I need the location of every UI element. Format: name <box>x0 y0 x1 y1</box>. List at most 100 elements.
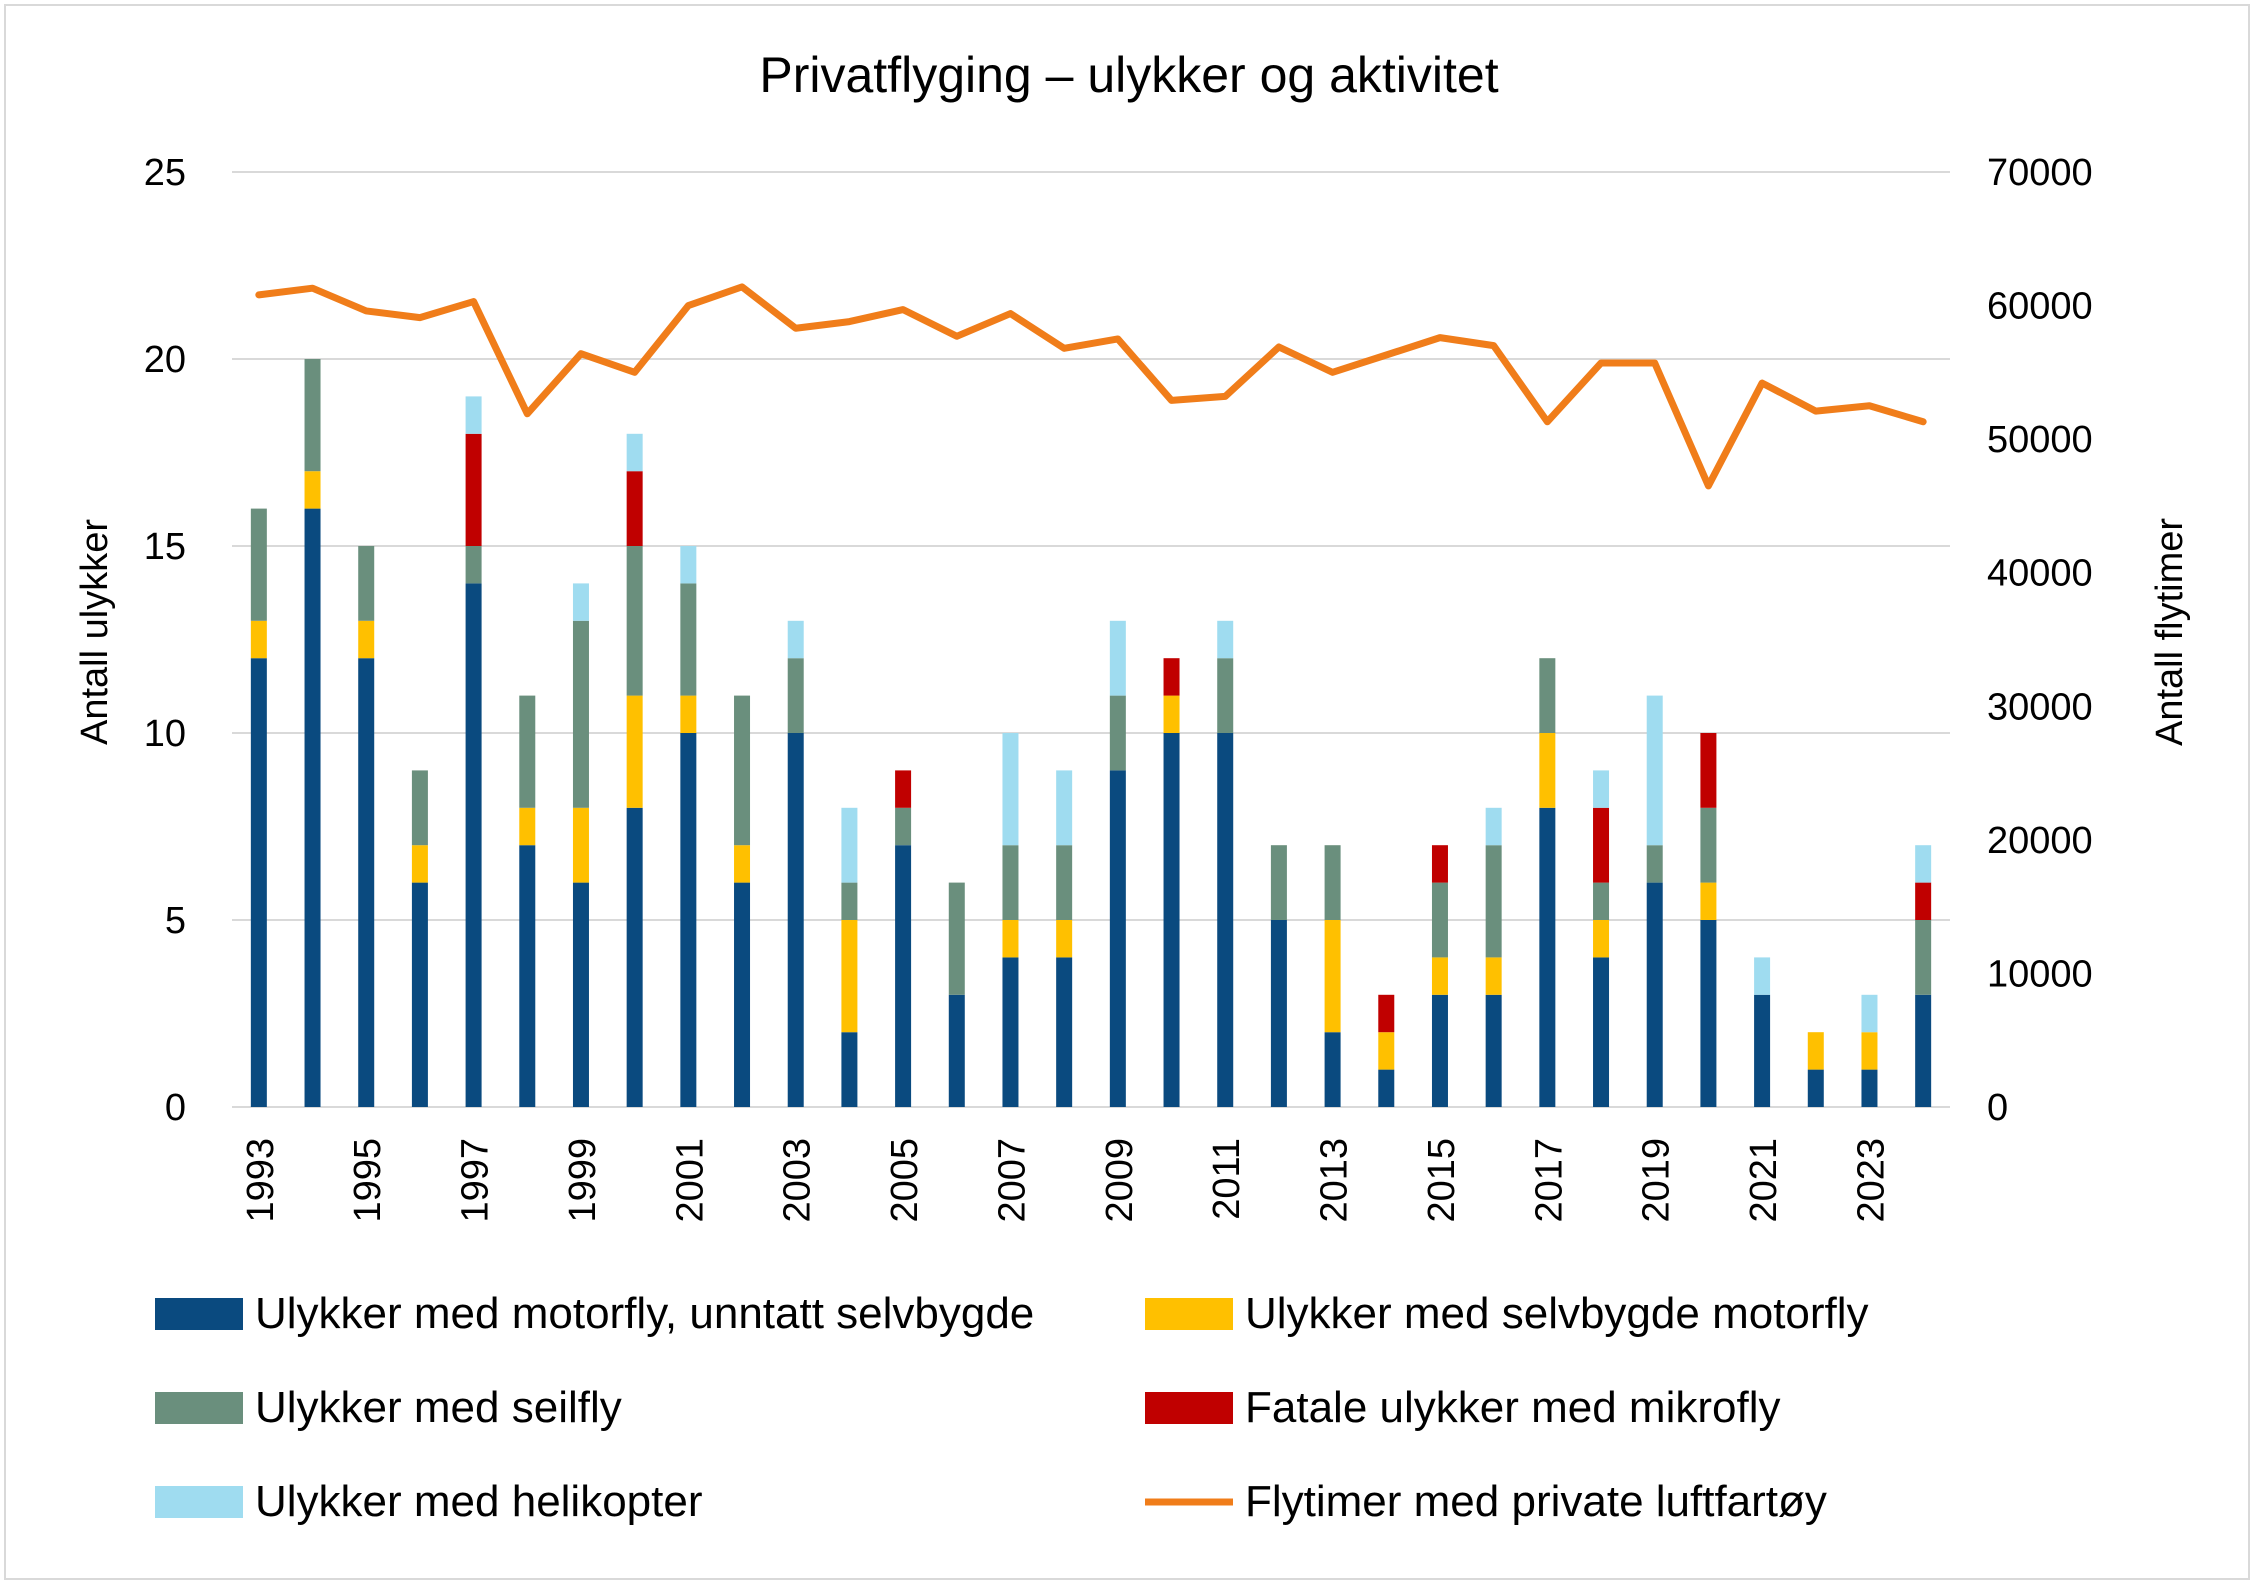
x-tick-label: 2003 <box>777 1138 819 1223</box>
x-tick-label: 2023 <box>1850 1138 1892 1223</box>
bar-segment <box>734 845 751 883</box>
bar-segment <box>1593 807 1610 883</box>
x-tick-label: 2005 <box>884 1138 926 1223</box>
bar-segment <box>250 620 267 659</box>
bar-segment <box>1431 994 1448 1107</box>
bar-segment <box>895 845 912 1107</box>
bar-segment <box>841 807 858 883</box>
y-tick-label: 25 <box>144 152 186 194</box>
bar-segment <box>1539 733 1556 808</box>
bar-series <box>250 359 1932 1108</box>
bar-segment <box>304 359 321 472</box>
bar-segment <box>1754 957 1771 995</box>
bar-segment <box>1915 845 1932 883</box>
bar-segment <box>680 546 697 584</box>
x-tick-label: 1995 <box>347 1138 389 1223</box>
bar-segment <box>1056 770 1073 846</box>
bar-segment <box>680 695 697 733</box>
y-right-tick-label: 60000 <box>1987 286 2093 328</box>
bar-segment <box>1324 920 1341 1033</box>
x-tick-label: 1997 <box>455 1138 497 1223</box>
bar-segment <box>1861 1069 1878 1107</box>
x-axis-ticks: 1993 1995 1997 1999 2001 2003 2005 2007 2009 2011… <box>240 1138 1893 1223</box>
y-right-tick-label: 50000 <box>1987 419 2093 461</box>
bar-segment <box>1861 1032 1878 1070</box>
x-tick-label: 2017 <box>1528 1138 1570 1223</box>
bar-segment <box>411 845 428 883</box>
bar-segment <box>1002 845 1019 920</box>
bar-segment <box>572 807 589 883</box>
line-series <box>255 283 1927 490</box>
bar-segment <box>1593 882 1610 920</box>
bar-segment <box>1431 957 1448 995</box>
bar-segment <box>1109 770 1126 1107</box>
bar-segment <box>1109 620 1126 696</box>
bar-segment <box>465 396 482 434</box>
gridlines <box>232 171 1950 1108</box>
bar-segment <box>250 658 267 1107</box>
bar-segment <box>1593 770 1610 808</box>
x-tick-label: 2007 <box>991 1138 1033 1223</box>
bar-segment <box>787 658 804 733</box>
bar-segment <box>948 882 965 995</box>
bar-segment <box>841 920 858 1033</box>
legend-label: Ulykker med selvbygde motorfly <box>1245 1289 1869 1338</box>
bar-segment <box>626 433 643 472</box>
x-tick-label: 2011 <box>1206 1138 1248 1220</box>
legend-label: Flytimer med private luftfartøy <box>1245 1477 1827 1526</box>
bar-segment <box>358 658 375 1107</box>
bar-segment <box>465 546 482 584</box>
x-tick-label: 2013 <box>1314 1138 1356 1223</box>
x-tick-label: 1999 <box>562 1138 604 1223</box>
bar-segment <box>1431 882 1448 958</box>
bar-segment <box>1217 658 1234 733</box>
right-axis-ticks: 0 10000 20000 30000 40000 50000 60000 70000 <box>1987 152 2093 1129</box>
bar-segment <box>626 695 643 808</box>
bar-segment <box>358 620 375 659</box>
bar-segment <box>787 733 804 1107</box>
bar-segment <box>1700 920 1717 1107</box>
x-tick-label: 2021 <box>1743 1138 1785 1223</box>
bar-segment <box>1217 620 1234 659</box>
bar-segment <box>1539 807 1556 1107</box>
y-axis-left-label: Antall ulykker <box>74 519 116 745</box>
bar-segment <box>680 733 697 1107</box>
bar-segment <box>1700 807 1717 883</box>
bar-segment <box>680 583 697 696</box>
bar-segment <box>1646 845 1663 883</box>
bar-segment <box>1163 695 1180 733</box>
bar-segment <box>841 1032 858 1107</box>
bar-segment <box>1324 1032 1341 1107</box>
x-tick-label: 2019 <box>1636 1138 1678 1223</box>
bar-segment <box>1270 845 1287 920</box>
y-tick-label: 10 <box>144 713 186 755</box>
chart-title: Privatflyging – ulykker og aktivitet <box>759 47 1498 103</box>
bar-segment <box>1646 882 1663 1107</box>
chart-frame <box>4 4 2250 1580</box>
bar-segment <box>1754 994 1771 1107</box>
bar-segment <box>1485 845 1502 958</box>
legend-swatch <box>1145 1392 1233 1424</box>
bar-segment <box>1915 994 1932 1107</box>
legend-label: Fatale ulykker med mikrofly <box>1245 1383 1780 1432</box>
bar-segment <box>1002 733 1019 846</box>
bar-segment <box>1163 733 1180 1107</box>
bar-segment <box>895 770 912 808</box>
bar-segment <box>1431 845 1448 883</box>
bar-segment <box>1915 920 1932 995</box>
bar-segment <box>626 807 643 1107</box>
bar-segment <box>519 807 536 846</box>
bar-segment <box>1700 882 1717 920</box>
y-tick-label: 20 <box>144 339 186 381</box>
bar-segment <box>1217 733 1234 1107</box>
legend-swatch <box>155 1392 243 1424</box>
bar-segment <box>411 770 428 846</box>
bar-segment <box>1002 920 1019 958</box>
x-tick-label: 2001 <box>669 1138 711 1223</box>
y-right-tick-label: 70000 <box>1987 152 2093 194</box>
bar-segment <box>626 471 643 546</box>
left-axis-ticks: 0 5 10 15 20 25 <box>144 152 186 1129</box>
bar-segment <box>1378 1069 1395 1107</box>
bar-segment <box>358 546 375 621</box>
bar-segment <box>948 994 965 1107</box>
